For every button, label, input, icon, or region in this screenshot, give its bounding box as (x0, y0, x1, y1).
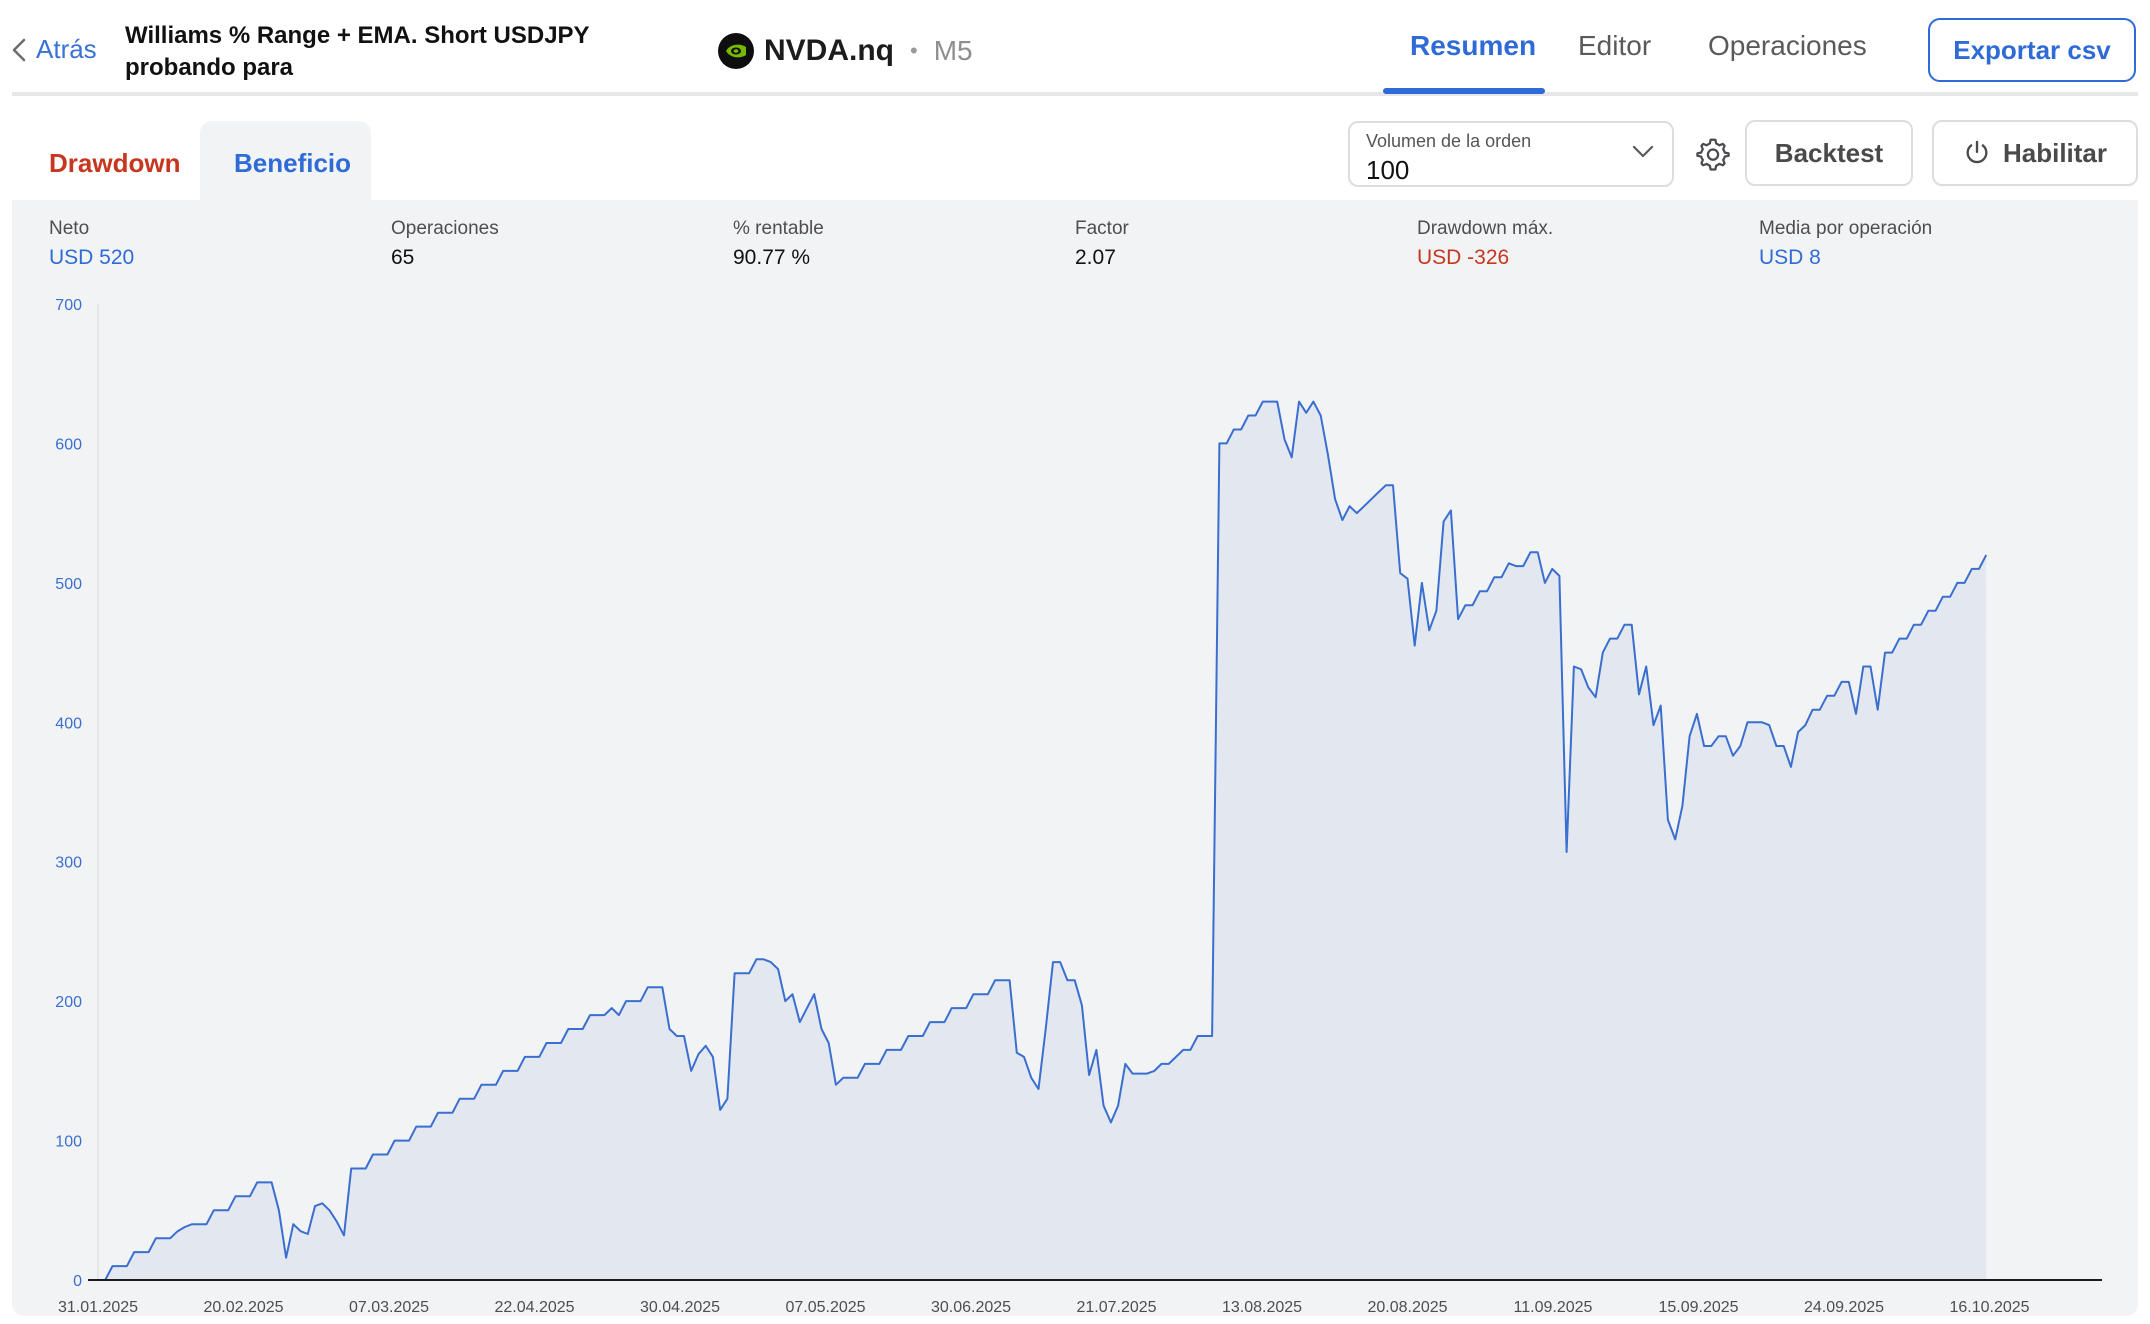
backtest-button[interactable]: Backtest (1745, 120, 1913, 186)
order-volume-select[interactable]: Volumen de la orden 100 (1348, 121, 1674, 187)
profit-area (98, 401, 1987, 1281)
profit-line (98, 400, 1988, 1281)
x-tick-label: 21.07.2025 (1076, 1299, 1156, 1316)
timeframe-label: M5 (933, 35, 973, 66)
chevron-down-icon (1632, 145, 1654, 158)
order-volume-label: Volumen de la orden (1366, 131, 1532, 151)
stat-neto-value: USD 520 (49, 246, 135, 269)
tab-operaciones[interactable]: Operaciones (1708, 30, 1867, 61)
y-tick-label: 400 (55, 715, 82, 732)
stat-avg-trade-value: USD 8 (1759, 246, 1821, 269)
y-tick-label: 500 (55, 576, 82, 593)
profit-chart: 0 100 200 300 400 500 600 700 31.01.2025 20.02.20… (55, 297, 2102, 1316)
y-tick-label: 200 (55, 994, 82, 1011)
page-title: Williams % Range + EMA. Short USDJPY pro… (125, 22, 590, 81)
stat-factor-value: 2.07 (1075, 246, 1116, 269)
stat-max-drawdown-value: USD -326 (1417, 246, 1510, 269)
stat-avg-trade-label: Media por operación (1759, 218, 1933, 239)
stat-operations-value: 65 (391, 246, 415, 269)
tab-resumen[interactable]: Resumen (1410, 30, 1537, 61)
active-tab-indicator (1383, 88, 1545, 94)
x-tick-label: 16.10.2025 (1949, 1299, 2029, 1316)
y-tick-label: 100 (55, 1134, 82, 1151)
x-tick-label: 13.08.2025 (1222, 1299, 1302, 1316)
x-tick-label: 20.02.2025 (203, 1299, 283, 1316)
stat-factor-label: Factor (1075, 218, 1129, 239)
enable-button[interactable]: Habilitar (1932, 120, 2138, 186)
chevron-left-icon (12, 38, 26, 61)
back-button[interactable]: Atrás (12, 34, 97, 65)
order-volume-value: 100 (1366, 155, 1410, 185)
stat-neto-label: Neto (49, 218, 90, 239)
x-tick-label: 20.08.2025 (1367, 1299, 1447, 1316)
x-tick-label: 15.09.2025 (1658, 1299, 1738, 1316)
enable-label: Habilitar (2002, 137, 2108, 168)
stat-profitable-value: 90.77 % (733, 246, 811, 269)
symbol-info: NVDA.nq • M5 (718, 33, 973, 69)
x-tick-label: 11.09.2025 (1514, 1299, 1593, 1316)
y-tick-label: 700 (55, 297, 82, 314)
x-tick-label: 22.04.2025 (494, 1299, 574, 1316)
subtab-drawdown[interactable]: Drawdown (49, 148, 181, 178)
power-icon (1966, 140, 1988, 164)
export-csv-button[interactable]: Exportar csv (1928, 18, 2136, 82)
stat-profitable-label: % rentable (733, 218, 824, 239)
x-tick-label: 07.03.2025 (349, 1299, 429, 1316)
symbol-name: NVDA.nq (764, 34, 894, 67)
stat-operations-label: Operaciones (391, 218, 499, 239)
tab-editor[interactable]: Editor (1578, 30, 1652, 61)
symbol-separator: • (910, 38, 918, 63)
x-tick-label: 30.06.2025 (931, 1299, 1011, 1316)
x-tick-label: 24.09.2025 (1804, 1299, 1884, 1316)
nvidia-logo-icon (718, 33, 754, 69)
gear-icon[interactable] (1695, 136, 1731, 172)
back-label: Atrás (36, 34, 97, 64)
active-subtab-background (200, 121, 371, 201)
x-tick-label: 07.05.2025 (785, 1299, 865, 1316)
y-tick-label: 300 (55, 855, 82, 872)
header-divider (12, 92, 2138, 96)
x-tick-label: 31.01.2025 (58, 1299, 138, 1316)
backtest-label: Backtest (1774, 137, 1884, 168)
y-tick-label: 0 (73, 1273, 82, 1290)
stat-max-drawdown-label: Drawdown máx. (1417, 218, 1554, 239)
y-tick-label: 600 (55, 436, 82, 453)
subtab-beneficio[interactable]: Beneficio (234, 148, 352, 178)
x-tick-label: 30.04.2025 (640, 1299, 720, 1316)
